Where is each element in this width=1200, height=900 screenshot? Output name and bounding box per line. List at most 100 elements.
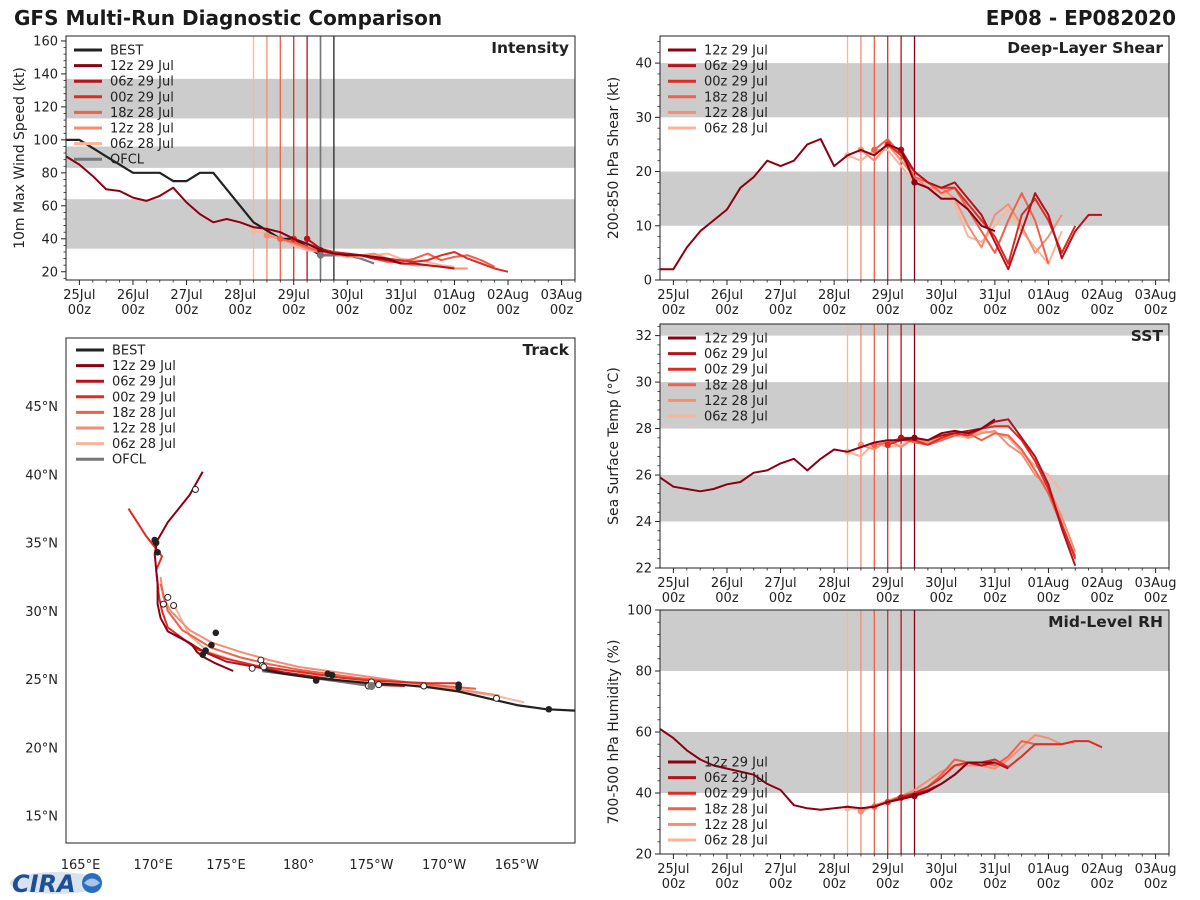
track-open-marker [159,600,167,608]
track-run-line [159,576,500,697]
panel-title: Intensity [491,39,569,57]
x-tick-label: 28Jul [224,288,256,303]
legend-label: 18z 28 Jul [704,90,768,105]
lat-tick-label: 30°N [25,605,58,620]
legend-label: 00z 29 Jul [112,390,176,405]
x-tick-label: 01Aug [1027,288,1069,303]
run-init-point [911,179,918,186]
run-init-point [263,232,271,239]
x-tick-label: 00z [876,303,900,318]
legend-label: 12z 29 Jul [704,44,768,59]
x-tick-label: 00z [822,591,846,606]
track-open-marker [260,663,268,671]
x-tick-label: 00z [983,591,1007,606]
x-tick-label: 00z [1144,591,1168,606]
run-init-point [277,235,284,242]
run-series-line [66,155,402,265]
x-tick-label: 30Jul [331,288,363,303]
x-tick-label: 00z [496,303,520,318]
x-tick-label: 31Jul [385,288,417,303]
x-tick-label: 26Jul [117,288,149,303]
legend-label: 06z 29 Jul [112,375,176,390]
x-tick-label: 00z [822,877,846,892]
x-tick-label: 30Jul [925,862,957,877]
x-tick-label: 02Aug [487,288,529,303]
x-tick-label: 00z [983,877,1007,892]
rh-panel: 2040608010025Jul00z26Jul00z27Jul00z28Jul… [606,604,1177,893]
x-tick-label: 00z [1037,877,1061,892]
y-tick-label: 20 [41,265,58,280]
x-tick-label: 02Aug [1081,576,1123,591]
intensity-panel: 2040608010012014016025Jul00z26Jul00z27Ju… [12,34,583,318]
x-tick-label: 01Aug [1027,576,1069,591]
x-tick-label: 31Jul [979,862,1011,877]
run-init-point [911,792,918,800]
x-tick-label: 00z [1090,303,1114,318]
y-tick-label: 10 [635,219,652,234]
x-tick-label: 27Jul [764,576,796,591]
x-tick-label: 00z [228,303,252,318]
x-tick-label: 03Aug [1135,288,1177,303]
panel-title: Mid-Level RH [1048,613,1163,631]
x-tick-label: 00z [876,591,900,606]
x-tick-label: 00z [769,877,793,892]
shear-panel: 01020304025Jul00z26Jul00z27Jul00z28Jul00… [606,35,1177,318]
y-tick-label: 40 [635,57,652,72]
legend-label: 12z 28 Jul [112,422,176,437]
best-position-marker [455,684,462,691]
track-open-marker [170,602,178,610]
x-tick-label: 00z [769,591,793,606]
y-axis-label: 700-500 hPa Humidity (%) [606,640,622,825]
y-tick-label: 0 [644,274,652,289]
lon-tick-label: 170°E [133,858,173,873]
x-tick-label: 27Jul [764,862,796,877]
x-tick-label: 30Jul [925,288,957,303]
x-tick-label: 00z [983,303,1007,318]
track-position-marker [208,641,215,649]
legend-label: 06z 28 Jul [704,834,768,849]
x-tick-label: 31Jul [979,288,1011,303]
legend-label: 06z 28 Jul [112,437,176,452]
x-tick-label: 00z [1090,877,1114,892]
plot-area [660,36,1169,280]
legend-label: 18z 28 Jul [704,802,768,817]
x-tick-label: 28Jul [818,288,850,303]
y-tick-label: 28 [635,422,652,437]
lat-tick-label: 45°N [25,400,58,415]
y-tick-label: 80 [635,665,652,680]
cira-logo: CIRA [10,870,102,898]
run-series-line [860,143,1063,254]
x-tick-label: 29Jul [872,576,904,591]
y-tick-label: 30 [635,111,652,126]
y-tick-label: 140 [33,67,58,82]
x-tick-label: 25Jul [657,862,689,877]
track-open-marker [420,682,428,690]
x-tick-label: 00z [550,303,574,318]
lat-tick-label: 35°N [25,537,58,552]
x-tick-label: 00z [930,303,954,318]
run-series-line [887,740,1103,804]
legend-label: 00z 29 Jul [110,90,174,105]
sst-panel: 22242628303225Jul00z26Jul00z27Jul00z28Ju… [606,323,1177,606]
x-tick-label: 00z [876,877,900,892]
legend-label: 06z 29 Jul [704,59,768,74]
y-tick-label: 60 [635,726,652,741]
lat-tick-label: 40°N [25,468,58,483]
track-position-marker [154,548,161,556]
track-open-marker [191,486,199,493]
lon-tick-label: 175°E [206,858,246,873]
best-series-line [66,138,334,257]
x-tick-label: 01Aug [433,288,475,303]
x-tick-label: 00z [930,591,954,606]
x-tick-label: 01Aug [1027,862,1069,877]
run-init-point [871,146,878,154]
legend-label: 06z 28 Jul [704,122,768,137]
x-tick-label: 29Jul [872,862,904,877]
y-tick-label: 22 [635,562,652,577]
x-tick-label: 26Jul [711,576,743,591]
legend-label: 00z 29 Jul [704,363,768,378]
track-position-marker [328,671,336,679]
y-axis-label: 200-850 hPa Shear (kt) [606,77,622,239]
x-tick-label: 30Jul [925,576,957,591]
x-tick-label: 00z [68,303,92,318]
